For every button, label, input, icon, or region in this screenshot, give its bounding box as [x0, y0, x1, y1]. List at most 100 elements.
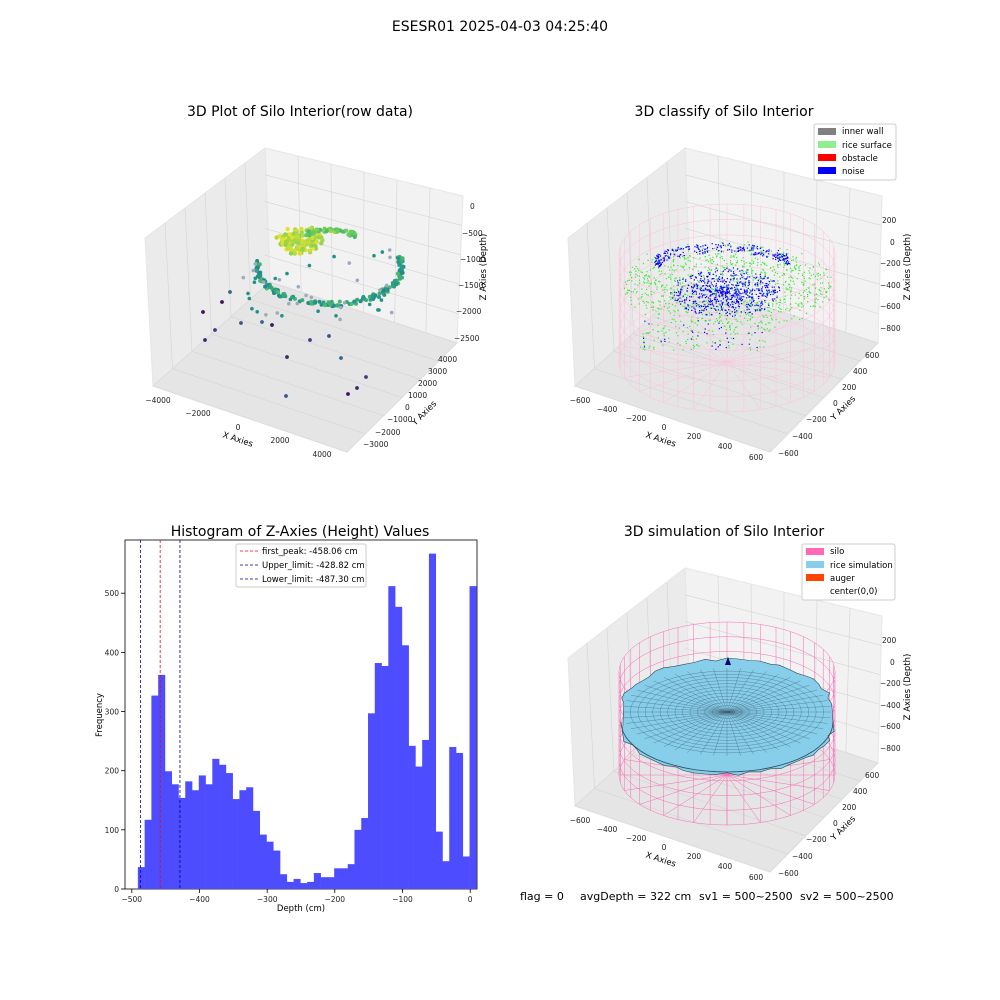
data-point	[379, 298, 384, 302]
rice-surface-point	[736, 260, 738, 262]
rice-surface-point	[792, 270, 794, 272]
rice-surface-point	[643, 340, 645, 342]
rice-surface-point	[798, 292, 801, 294]
noise-point	[744, 291, 746, 293]
rice-surface-point	[646, 288, 648, 291]
rice-surface-point	[644, 282, 646, 284]
rice-surface-point	[640, 271, 642, 273]
rice-surface-point	[697, 317, 699, 319]
noise-point	[738, 291, 740, 293]
noise-point	[681, 286, 683, 288]
rice-surface-point	[669, 257, 671, 259]
x-tick-label: 600	[749, 873, 764, 882]
rice-surface-point	[684, 258, 686, 260]
rice-surface-point	[770, 267, 772, 269]
rice-surface-point	[628, 290, 630, 292]
rice-surface-point	[798, 266, 800, 268]
noise-point	[764, 299, 766, 302]
rice-surface-point	[742, 266, 744, 268]
noise-point	[690, 277, 692, 279]
surface-mesh	[726, 668, 741, 713]
noise-point	[704, 308, 706, 310]
rice-surface-point	[668, 302, 670, 304]
noise-point	[760, 302, 762, 304]
rice-surface-point	[733, 331, 735, 333]
data-point	[277, 277, 282, 282]
rice-surface-point	[677, 335, 679, 337]
noise-point	[724, 292, 726, 294]
rice-surface-point	[795, 258, 797, 260]
rice-surface-point	[653, 339, 655, 341]
rice-surface-point	[780, 301, 782, 303]
rice-surface-point	[647, 332, 649, 334]
rice-surface-point	[812, 305, 814, 307]
noise-point	[687, 309, 689, 311]
rice-surface-point	[722, 308, 724, 310]
rice-surface-point	[683, 324, 685, 326]
rice-surface-point	[634, 283, 636, 285]
rice-surface-point	[687, 257, 689, 259]
noise-point	[721, 295, 723, 297]
histogram-bar	[456, 752, 464, 889]
rice-surface-point	[634, 268, 636, 270]
noise-point	[710, 313, 713, 316]
data-point	[285, 355, 289, 359]
y-tick-label: 600	[865, 771, 880, 780]
rice-surface-point	[783, 273, 785, 275]
noise-point	[707, 305, 709, 307]
x-tick-label: 200	[687, 852, 702, 861]
histogram-bar	[313, 873, 321, 889]
noise-point	[758, 252, 760, 254]
noise-point	[685, 307, 687, 309]
rice-surface-point	[728, 297, 730, 299]
rice-surface-point	[779, 263, 781, 265]
data-point	[203, 338, 207, 342]
rice-surface-point	[772, 305, 774, 307]
rice-surface-point	[687, 311, 689, 313]
noise-point	[696, 284, 698, 286]
y-tick-label: 0	[833, 819, 838, 828]
noise-point	[727, 304, 729, 306]
rice-surface-point	[750, 268, 753, 270]
noise-point	[750, 290, 752, 292]
rice-surface-point	[646, 332, 648, 334]
noise-point	[688, 246, 690, 248]
rice-surface-point	[764, 276, 766, 278]
grid-line	[164, 222, 173, 369]
rice-surface-point	[650, 282, 652, 284]
noise-point	[718, 276, 720, 278]
data-point	[304, 233, 309, 238]
y-tick-label: −200	[806, 415, 827, 424]
rice-surface-point	[632, 291, 634, 293]
rice-surface-point	[696, 344, 698, 346]
noise-point	[773, 291, 775, 293]
data-point	[296, 285, 301, 289]
noise-point	[739, 297, 741, 299]
histogram-bar	[442, 861, 450, 889]
rice-surface-point	[625, 293, 627, 295]
noise-point	[677, 299, 679, 301]
noise-point	[686, 246, 688, 248]
rice-surface-point	[685, 342, 687, 345]
noise-point	[674, 291, 676, 293]
noise-point	[730, 270, 732, 272]
noise-point	[768, 281, 771, 283]
noise-point	[741, 282, 743, 284]
z-tick-label: −1000	[460, 255, 486, 264]
rice-surface-point	[814, 299, 816, 301]
grid-line	[717, 155, 722, 293]
y-tick-label: 100	[105, 826, 120, 835]
noise-point	[733, 294, 735, 296]
data-point	[319, 303, 324, 307]
rice-surface-point	[627, 289, 629, 291]
rice-surface-point	[704, 331, 706, 333]
z-axis-label: Z Axies (Depth)	[903, 234, 913, 301]
noise-point	[703, 285, 705, 287]
noise-point	[682, 248, 684, 250]
surface-mesh	[623, 706, 728, 713]
noise-point	[692, 291, 695, 293]
z-tick-label: −800	[880, 744, 901, 753]
data-point	[270, 323, 274, 327]
rice-surface-point	[673, 349, 675, 351]
rice-surface-point	[744, 317, 746, 319]
